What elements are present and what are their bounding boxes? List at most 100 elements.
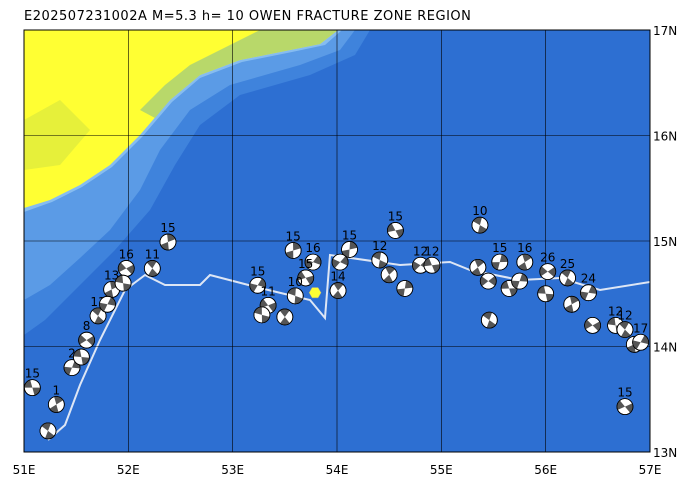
compression-quadrant [73,349,90,365]
depth-label: 15 [388,209,403,223]
focal-mechanism [286,287,304,305]
focal-mechanism [632,333,650,351]
beachball-outline [559,269,576,287]
beachball-outline [539,263,557,280]
compression-quadrant [287,287,303,304]
depth-label: 15 [25,367,40,381]
compression-quadrant [501,280,518,297]
y-tick-label: 16N [653,130,677,144]
focal-mechanism [23,379,41,397]
depth-label: 12 [617,309,632,323]
focal-mechanism [616,398,634,416]
focal-mechanism [471,216,489,234]
compression-quadrant [423,257,440,273]
focal-mechanism [72,348,90,366]
depth-label: 14 [330,270,345,284]
focal-mechanism [78,331,95,349]
compression-quadrant [561,269,574,286]
x-tick-label: 52E [117,463,140,477]
focal-mechanism [117,260,135,277]
beachball-outline [511,272,528,290]
beachball-outline [563,295,581,313]
x-tick-label: 51E [13,463,36,477]
beachball-outline [480,311,498,329]
focal-mechanism [284,242,302,259]
beachball-outline [249,276,267,294]
beachball-outline [423,256,441,274]
compression-quadrant [332,256,349,269]
beachball-outline [304,253,322,271]
compression-quadrant [617,400,633,413]
beachball-outline [471,216,489,234]
beachball-outline [253,306,271,324]
focal-mechanism [563,295,581,313]
beachball-outline [491,253,509,271]
depth-label: 11 [145,247,160,261]
beachball-outline [380,266,398,284]
beachball-outline [72,348,90,366]
focal-mechanism [159,233,177,251]
depth-label: 10 [472,204,487,218]
compression-quadrant [24,379,41,396]
depth-label: 16 [119,247,134,261]
focal-mechanism [537,285,555,303]
compression-quadrant [387,223,404,238]
x-tick-label: 54E [326,463,349,477]
compression-quadrant [619,321,631,338]
plateau [24,100,90,170]
depth-label: 11 [260,284,275,298]
beachball-outline [537,285,555,303]
compression-quadrant [260,299,277,312]
focal-mechanism [511,272,528,290]
depth-label: 15 [617,386,632,400]
depth-label: 15 [250,264,265,278]
compression-quadrant [564,296,579,313]
beachball-outline [516,253,534,271]
depth-label: 17 [633,321,648,335]
beachball-outline [159,233,177,251]
compression-quadrant [332,282,344,299]
y-tick-label: 15N [653,235,677,249]
focal-mechanism [559,269,576,287]
beachball-outline [396,280,414,297]
compression-quadrant [92,307,104,324]
beachball-outline [584,316,602,334]
focal-mechanism [539,263,557,280]
beachball-outline [143,260,161,277]
compression-quadrant [511,273,528,289]
depth-label: 15 [160,221,175,235]
focal-mechanism [253,306,271,324]
focal-mechanism [387,222,404,239]
compression-quadrant [341,241,358,258]
compression-quadrant [584,319,601,332]
x-tick-label: 56E [534,463,557,477]
depth-label: 15 [286,229,301,243]
map-frame [23,29,651,453]
focal-mechanism [480,311,498,329]
beachball-outline [469,258,487,276]
beachball-outline [329,282,347,299]
beachball-outline [632,333,650,351]
compression-quadrant [249,278,266,293]
depth-label: 15 [298,257,313,271]
compression-quadrant [518,254,532,271]
beachball-outline [616,398,634,416]
focal-mechanism [479,272,497,290]
beachball-outline [341,241,358,258]
map-title: E202507231002A M=5.3 h= 10 OWEN FRACTURE… [24,9,471,24]
beachball-outline [387,222,404,239]
compression-quadrant [491,254,508,270]
beachball-outline [331,253,349,271]
compression-quadrant [480,276,497,287]
depth-label: 16 [305,241,320,255]
beachball-outline [297,269,315,287]
beachball-outline [479,272,497,290]
beachball-outline [284,242,302,259]
beachball-outline [23,379,41,397]
beachball-outline [276,308,294,326]
compression-quadrant [146,260,158,277]
y-tick-label: 14N [653,341,677,355]
focal-mechanism [491,253,509,271]
compression-quadrant [396,280,413,297]
